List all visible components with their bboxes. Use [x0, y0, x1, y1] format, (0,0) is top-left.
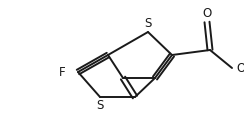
Text: O: O: [202, 7, 212, 20]
Text: F: F: [59, 66, 66, 78]
Text: S: S: [96, 99, 104, 112]
Text: OH: OH: [236, 62, 244, 74]
Text: S: S: [144, 17, 152, 30]
